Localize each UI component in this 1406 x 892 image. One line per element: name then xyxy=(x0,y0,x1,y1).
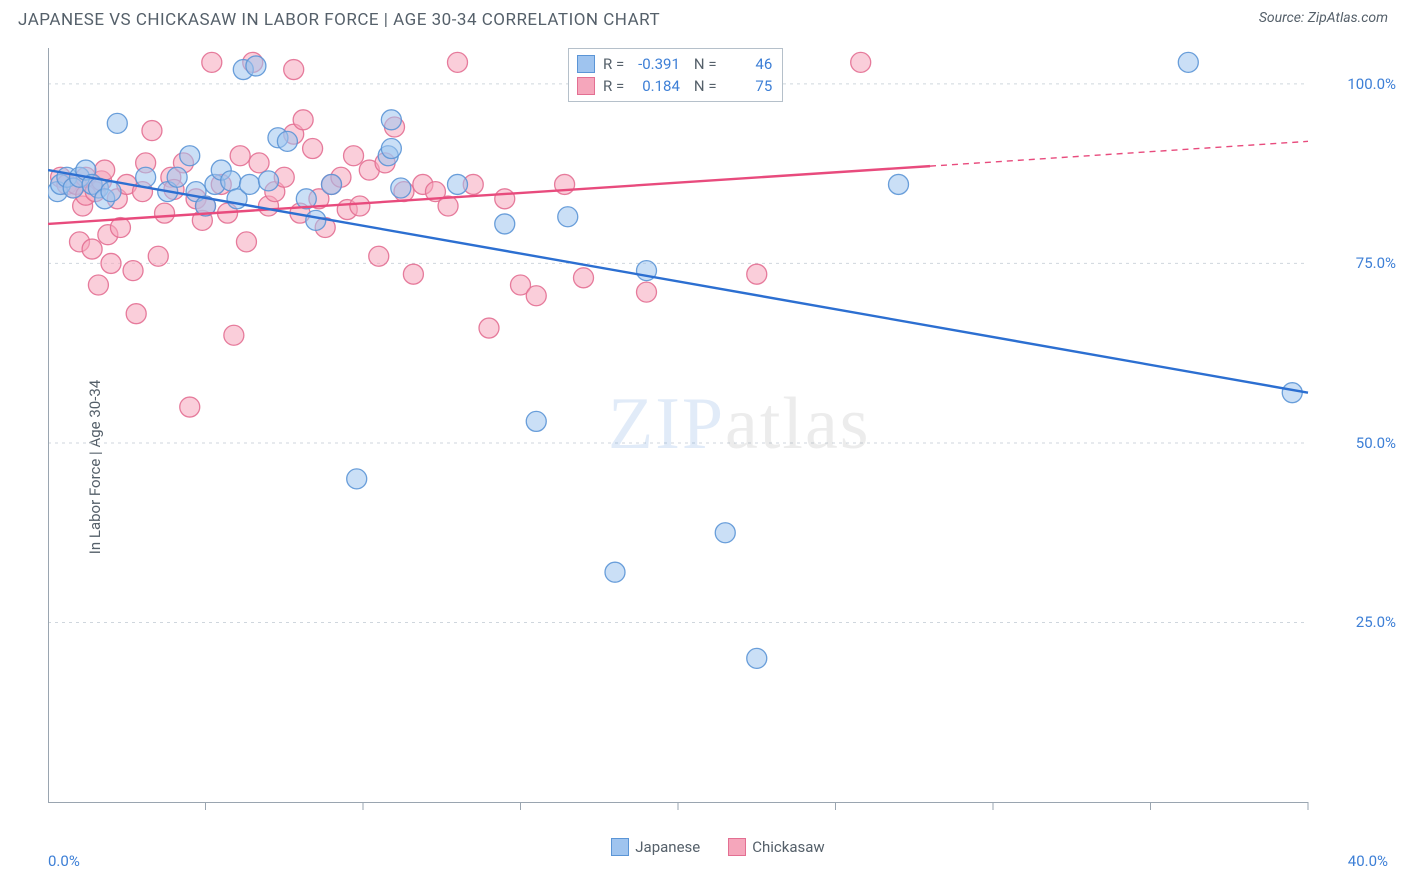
stats-legend: R = -0.391N = 46R = 0.184N = 75 xyxy=(568,48,783,102)
stats-row: R = -0.391N = 46 xyxy=(577,53,772,75)
chart-title: JAPANESE VS CHICKASAW IN LABOR FORCE | A… xyxy=(18,10,660,30)
chart-container: In Labor Force | Age 30-34 ZIPatlas R = … xyxy=(0,42,1406,892)
stats-swatch xyxy=(577,77,595,95)
stats-swatch xyxy=(577,55,595,73)
stats-row: R = 0.184N = 75 xyxy=(577,75,772,97)
x-axis-max-label: 40.0% xyxy=(1348,852,1388,870)
plot-area: ZIPatlas R = -0.391N = 46R = 0.184N = 75 xyxy=(48,42,1388,832)
source-attribution: Source: ZipAtlas.com xyxy=(1259,10,1388,26)
scatter-svg xyxy=(48,42,1388,832)
x-axis-min-label: 0.0% xyxy=(48,852,80,870)
